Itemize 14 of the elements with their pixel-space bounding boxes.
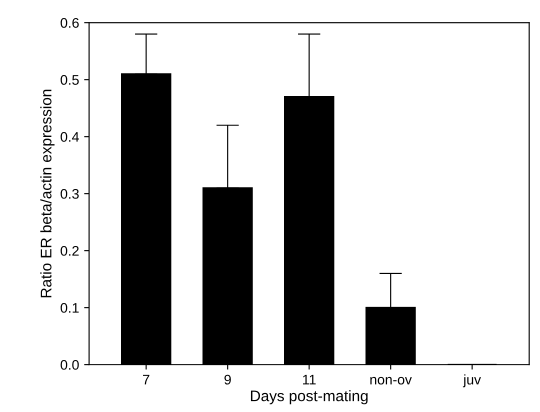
x-tick-label: 9 (224, 374, 231, 385)
x-tick-label: non-ov (370, 376, 412, 385)
y-tick-label: 0.5 (60, 74, 79, 85)
x-axis-title: Days post-mating (250, 390, 368, 404)
text: 0.0 (60, 360, 79, 370)
y-tick-label: 0.6 (60, 18, 79, 28)
x-tick-label: 11 (303, 374, 316, 384)
y-tick-label: 0.3 (60, 188, 79, 199)
x-tick-label: 7 (143, 374, 150, 384)
x-tick-label: juv (462, 374, 481, 388)
y-axis-title: Ratio ER beta/actin expression (40, 90, 55, 298)
y-tick-label: 0.1 (60, 302, 79, 313)
y-tick-label: 0.2 (60, 246, 79, 256)
y-tick-label: 0.4 (60, 132, 79, 142)
